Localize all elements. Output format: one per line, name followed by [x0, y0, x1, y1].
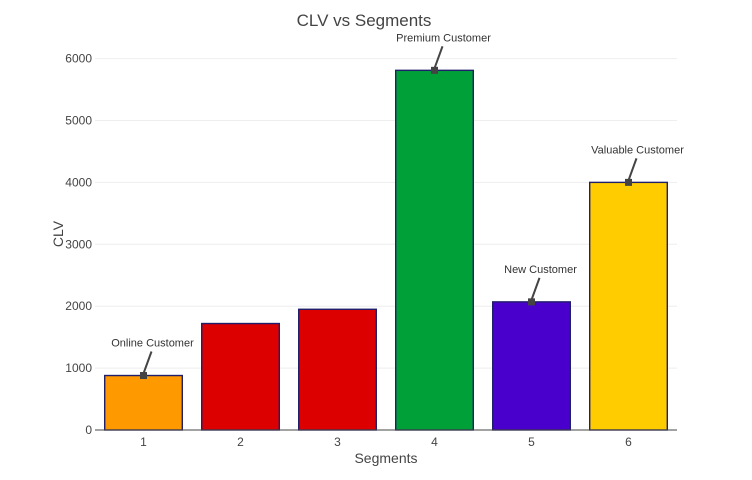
annotation-marker	[431, 66, 438, 74]
x-tick-label: 5	[528, 435, 535, 449]
x-tick-label: 2	[237, 435, 244, 449]
y-tick-label: 6000	[65, 52, 92, 66]
gridlines	[95, 58, 677, 369]
x-tick-label: 1	[140, 435, 147, 449]
x-tick-label: 4	[431, 435, 438, 449]
bars	[103, 69, 669, 431]
y-axis-title: CLV	[50, 220, 66, 247]
annotation-label: Online Customer	[111, 338, 194, 350]
y-tick-label: 1000	[65, 361, 92, 375]
annotation-arrow	[627, 158, 638, 181]
bar	[103, 374, 183, 431]
y-tick-labels: 0 1000 2000 3000 4000 5000 6000	[65, 52, 92, 437]
y-tick-label: 2000	[65, 299, 92, 313]
y-tick-label: 3000	[65, 237, 92, 251]
y-tick-label: 0	[85, 423, 92, 437]
annotation-label: Premium Customer	[396, 32, 491, 44]
annotation-arrow	[530, 277, 541, 301]
bar	[492, 301, 572, 431]
bar	[298, 308, 378, 431]
annotation-marker	[528, 298, 535, 306]
x-tick-labels: 1 2 3 4 5 6	[140, 435, 632, 449]
annotation-arrow	[142, 351, 153, 374]
annotation-label: New Customer	[504, 264, 577, 276]
annotation-arrow	[433, 45, 444, 69]
annotation-label: Valuable Customer	[591, 144, 684, 156]
annotation-marker	[140, 372, 147, 380]
annotation-marker	[625, 178, 632, 186]
bar	[395, 69, 475, 431]
y-tick-label: 5000	[65, 113, 92, 127]
y-tick-label: 4000	[65, 175, 92, 189]
x-tick-label: 6	[625, 435, 632, 449]
x-tick-label: 3	[334, 435, 341, 449]
bar	[589, 181, 669, 431]
chart-title: CLV vs Segments	[297, 11, 432, 30]
annotations: Online Customer Premium Customer New Custo…	[111, 32, 684, 380]
x-axis-title: Segments	[354, 450, 417, 466]
bar	[200, 322, 280, 431]
